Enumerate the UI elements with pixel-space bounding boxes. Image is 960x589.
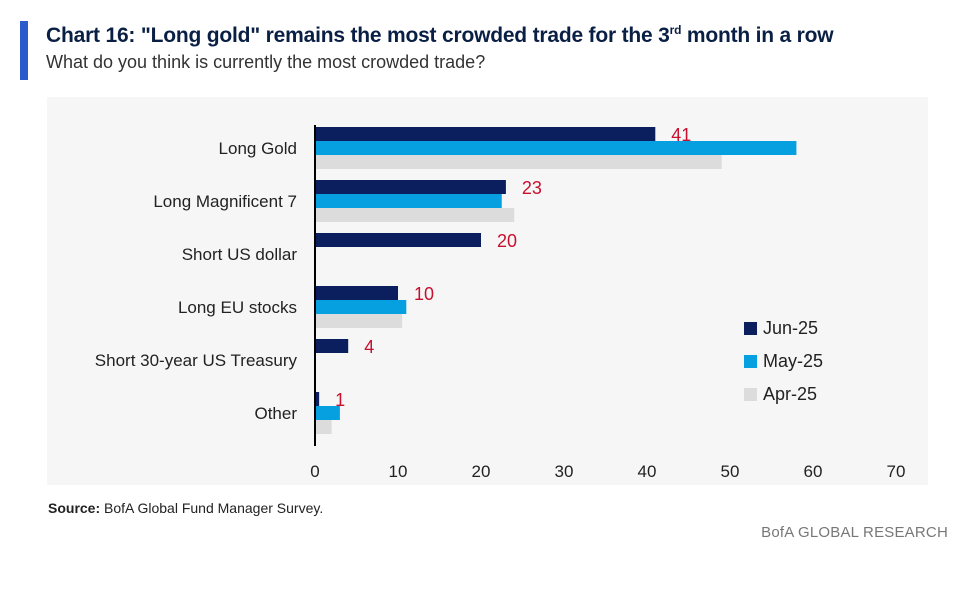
legend-label: Apr-25 [763,384,817,404]
bar-apr-25 [315,314,403,328]
bar-may-25 [315,194,502,208]
category-label: Long Magnificent 7 [153,192,297,211]
x-tick-label: 30 [555,462,574,481]
x-tick-label: 10 [389,462,408,481]
category-label: Other [254,404,297,423]
bar-apr-25 [315,208,515,222]
title-main: Chart 16: "Long gold" remains the most c… [46,24,670,47]
bar-jun-25 [315,339,349,353]
brand-footer: BofA GLOBAL RESEARCH [761,524,948,541]
x-tick-label: 0 [310,462,319,481]
source-note: Source: BofA Global Fund Manager Survey. [48,500,323,516]
bar-apr-25 [315,155,722,169]
data-label: 4 [364,337,374,357]
category-label: Long EU stocks [178,298,297,317]
legend-swatch-may-25 [744,355,757,368]
bar-jun-25 [315,180,506,194]
data-label: 23 [522,178,542,198]
x-tick-label: 60 [804,462,823,481]
bar-jun-25 [315,127,656,141]
x-tick-label: 20 [472,462,491,481]
data-label: 41 [671,125,691,145]
data-label: 1 [335,390,345,410]
bar-jun-25 [315,233,481,247]
category-label: Long Gold [219,139,297,158]
data-label: 20 [497,231,517,251]
source-label: Source: [48,500,101,516]
category-label: Short 30-year US Treasury [95,351,298,370]
legend-label: May-25 [763,351,823,371]
bar-may-25 [315,300,407,314]
bar-may-25 [315,141,797,155]
chart-subtitle: What do you think is currently the most … [46,52,486,72]
bar-jun-25 [315,392,320,406]
bar-may-25 [315,406,340,420]
source-text: BofA Global Fund Manager Survey. [100,500,324,516]
legend-swatch-jun-25 [744,322,757,335]
x-tick-label: 40 [638,462,657,481]
accent-bar [20,21,28,80]
chart-title: Chart 16: "Long gold" remains the most c… [46,23,834,48]
title-end: month in a row [681,24,834,47]
data-label: 10 [414,284,434,304]
x-tick-label: 70 [887,462,906,481]
chart-panel: Long Gold 41 Long Magnificent 7 23 Short US … [47,97,928,485]
legend-label: Jun-25 [763,318,818,338]
category-label: Short US dollar [182,245,298,264]
bar-apr-25 [315,420,332,434]
bar-jun-25 [315,286,398,300]
x-tick-label: 50 [721,462,740,481]
title-superscript: rd [669,23,682,37]
legend-swatch-apr-25 [744,388,757,401]
